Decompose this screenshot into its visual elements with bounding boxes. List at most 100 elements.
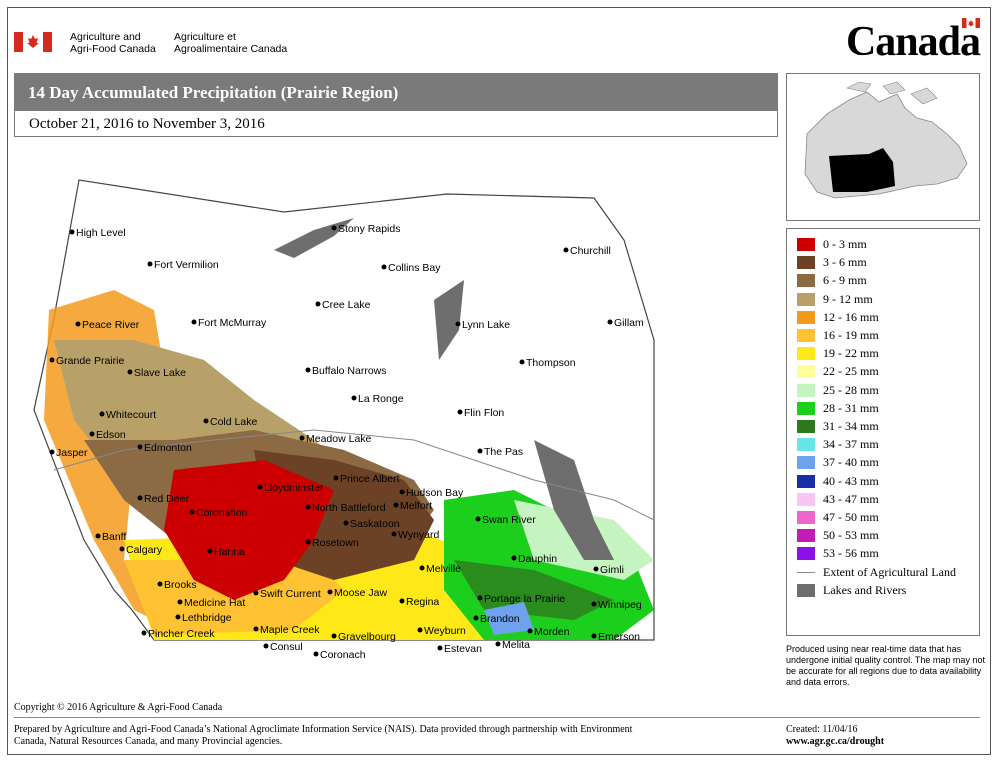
canada-locator-map <box>804 81 968 199</box>
city-label: Medicine Hat <box>184 597 245 609</box>
city-marker <box>593 566 599 572</box>
map-title: 14 Day Accumulated Precipitation (Prairi… <box>14 73 778 111</box>
city-label: Meadow Lake <box>306 433 372 445</box>
legend-swatch <box>797 310 815 324</box>
legend-swatch <box>797 238 815 251</box>
city-marker <box>137 495 143 501</box>
copyright: Copyright © 2016 Agriculture & Agri-Food… <box>14 702 223 713</box>
city-label: Fort Vermilion <box>154 259 219 271</box>
city-marker <box>331 633 337 639</box>
prairie-precip-map: High Level Fort Vermilion Stony Rapids Chur… <box>33 179 655 661</box>
city-label: Moose Jaw <box>334 587 388 599</box>
city-label: Winnipeg <box>598 599 642 611</box>
city-label: Brooks <box>164 579 197 591</box>
legend-label: 6 - 9 mm <box>823 273 867 288</box>
city-marker <box>527 628 533 634</box>
legend-swatch <box>797 492 815 506</box>
city-marker <box>253 626 259 632</box>
legend-label: 31 - 34 mm <box>823 419 879 433</box>
city-marker <box>299 435 305 441</box>
city-marker <box>99 411 105 417</box>
city-marker <box>333 475 339 481</box>
city-marker <box>69 229 75 235</box>
city-marker <box>331 225 337 231</box>
city-label: High Level <box>76 227 126 239</box>
city-label: Whitecourt <box>106 409 156 421</box>
city-marker <box>591 601 597 607</box>
city-label: Collins Bay <box>388 262 441 274</box>
city-label: Hanna <box>214 546 245 558</box>
dept-name-fr: Agriculture et Agroalimentaire Canada <box>174 31 288 55</box>
city-marker <box>591 633 597 639</box>
created-date: Created: 11/04/16 <box>786 724 858 735</box>
legend-swatch <box>797 329 815 342</box>
legend-swatch <box>797 347 815 361</box>
city-label: Gillam <box>614 317 644 329</box>
city-marker <box>95 533 101 539</box>
legend-label: 34 - 37 mm <box>823 437 879 452</box>
city-label: Edmonton <box>144 442 192 454</box>
legend-swatch <box>797 256 815 270</box>
legend-swatch <box>797 474 815 488</box>
city-label: Buffalo Narrows <box>312 365 387 377</box>
city-label: Thompson <box>526 357 576 369</box>
legend-label: 19 - 22 mm <box>823 346 879 361</box>
city-label: Coronach <box>320 649 366 661</box>
city-marker <box>351 395 357 401</box>
city-label: Cree Lake <box>322 299 371 311</box>
city-marker <box>49 357 55 363</box>
legend-swatch <box>797 456 815 470</box>
legend-swatch <box>797 438 815 452</box>
legend-swatch <box>797 401 815 415</box>
city-label: Hudson Bay <box>406 487 464 499</box>
city-label: Melfort <box>400 500 432 512</box>
city-label: Prince Albert <box>340 473 400 485</box>
city-marker <box>313 651 319 657</box>
city-marker <box>419 565 425 571</box>
legend-label: 40 - 43 mm <box>823 473 879 488</box>
city-marker <box>455 321 461 327</box>
city-marker <box>305 367 311 373</box>
city-label: Edson <box>96 429 126 441</box>
city-marker <box>305 504 311 510</box>
credit-text: Prepared by Agriculture and Agri-Food Ca… <box>14 724 633 747</box>
city-label: Dauphin <box>518 553 557 565</box>
agricultural-extent-line <box>53 429 655 521</box>
legend-swatch <box>797 383 815 397</box>
city-marker <box>563 247 569 253</box>
city-label: Gravelbourg <box>338 631 396 643</box>
date-range: October 21, 2016 to November 3, 2016 <box>14 111 778 137</box>
city-label: Churchill <box>570 245 611 257</box>
legend-label: 22 - 25 mm <box>823 364 879 379</box>
city-marker <box>75 321 81 327</box>
city-marker <box>207 548 213 554</box>
city-marker <box>495 641 501 647</box>
city-marker <box>607 319 613 325</box>
legend-swatch <box>797 571 815 573</box>
data-quality-note: Produced using near real-time data that … <box>786 644 985 687</box>
city-marker <box>89 431 95 437</box>
city-marker <box>203 418 209 424</box>
city-marker <box>437 645 443 651</box>
city-marker <box>475 516 481 522</box>
city-label: Estevan <box>444 643 482 655</box>
city-marker <box>511 555 517 561</box>
city-label: North Battleford <box>312 502 386 514</box>
city-marker <box>315 301 321 307</box>
city-label: Melville <box>426 563 461 575</box>
city-marker <box>157 581 163 587</box>
drought-url[interactable]: www.agr.gc.ca/drought <box>786 736 885 747</box>
city-marker <box>391 531 397 537</box>
city-label: Lethbridge <box>182 612 232 624</box>
canada-wordmark: Canada <box>845 19 981 65</box>
city-label: Peace River <box>82 319 140 331</box>
legend-label: 16 - 19 mm <box>823 328 879 342</box>
city-label: Swift Current <box>260 588 321 600</box>
city-marker <box>393 502 399 508</box>
zone-0-3-dry <box>164 460 334 600</box>
city-label: The Pas <box>484 446 523 458</box>
legend-swatch <box>797 583 815 597</box>
city-marker <box>49 449 55 455</box>
city-label: Calgary <box>126 544 163 556</box>
legend-label: 37 - 40 mm <box>823 455 879 470</box>
